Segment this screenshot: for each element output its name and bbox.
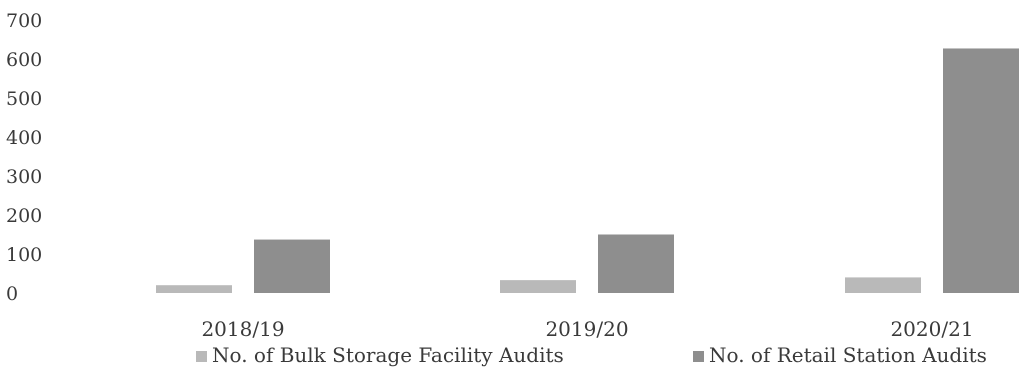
y-tick-label: 200 — [6, 205, 42, 227]
x-tick-label: 2020/21 — [890, 317, 973, 341]
y-tick-label: 300 — [6, 166, 42, 188]
legend-label: No. of Retail Station Audits — [709, 343, 987, 367]
x-axis: 2018/19 2019/20 2020/21 — [201, 317, 973, 341]
y-tick-label: 700 — [6, 10, 42, 32]
y-tick-label: 100 — [6, 244, 42, 266]
y-tick-label: 600 — [6, 49, 42, 71]
bar-series-0-2019/20 — [500, 280, 576, 293]
bars — [156, 48, 1019, 293]
bar-series-0-2018/19 — [156, 285, 232, 293]
legend-label: No. of Bulk Storage Facility Audits — [212, 343, 564, 367]
bar-series-0-2020/21 — [845, 277, 921, 293]
legend-swatch — [196, 351, 207, 362]
x-tick-label: 2018/19 — [201, 317, 284, 341]
bar-series-1-2018/19 — [254, 239, 330, 293]
bar-series-1-2020/21 — [943, 48, 1019, 293]
legend: No. of Bulk Storage Facility Audits No. o… — [196, 343, 987, 367]
legend-swatch — [693, 351, 704, 362]
x-tick-label: 2019/20 — [545, 317, 628, 341]
y-tick-label: 0 — [6, 283, 18, 305]
bar-series-1-2019/20 — [598, 234, 674, 293]
y-tick-label: 500 — [6, 88, 42, 110]
y-axis: 0 100 200 300 400 500 600 700 — [6, 10, 42, 305]
y-tick-label: 400 — [6, 127, 42, 149]
